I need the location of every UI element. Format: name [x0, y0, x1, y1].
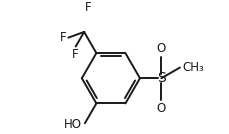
- Text: F: F: [60, 31, 66, 44]
- Text: O: O: [156, 42, 165, 55]
- Text: S: S: [156, 71, 165, 85]
- Text: F: F: [85, 1, 92, 14]
- Text: O: O: [156, 102, 165, 115]
- Text: F: F: [71, 48, 78, 61]
- Text: HO: HO: [64, 118, 82, 131]
- Text: CH₃: CH₃: [181, 61, 203, 74]
